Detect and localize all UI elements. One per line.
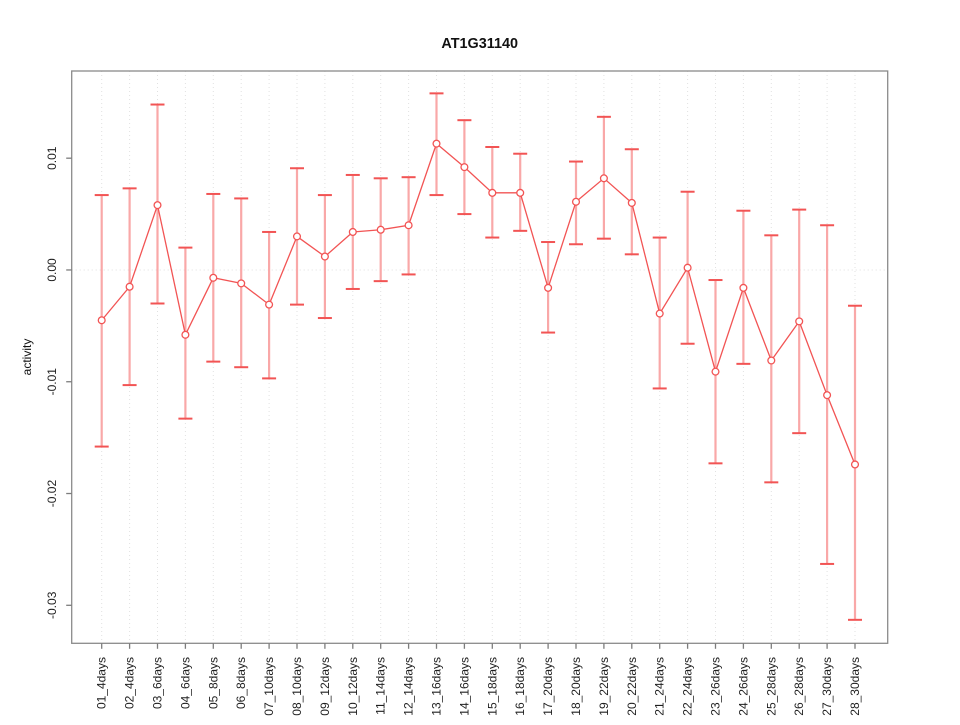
x-tick-label: 26_28days bbox=[792, 657, 806, 716]
x-tick-label: 09_12days bbox=[318, 657, 332, 716]
data-point bbox=[97, 316, 106, 325]
x-tick-label: 20_22days bbox=[625, 657, 639, 716]
x-tick-label: 24_26days bbox=[736, 657, 750, 716]
x-tick-label: 25_28days bbox=[764, 657, 778, 716]
data-point bbox=[739, 283, 748, 292]
data-point bbox=[432, 139, 441, 148]
x-tick-label: 21_24days bbox=[653, 657, 667, 716]
x-tick-label: 06_8days bbox=[234, 657, 248, 709]
x-tick-label: 03_6days bbox=[151, 657, 165, 709]
x-tick-label: 11_14days bbox=[374, 657, 388, 715]
y-axis: 0.01 0.00 -0.01 -0.02 -0.03 bbox=[45, 146, 72, 619]
gridlines bbox=[71, 71, 888, 644]
y-tick-label: -0.03 bbox=[45, 591, 59, 619]
x-tick-label: 14_16days bbox=[457, 657, 471, 716]
y-tick-label: -0.01 bbox=[45, 368, 59, 396]
x-tick-label: 15_18days bbox=[485, 657, 499, 716]
y-axis-label: activity bbox=[20, 339, 34, 376]
data-point bbox=[823, 391, 832, 400]
data-point bbox=[181, 330, 190, 339]
y-tick-label: 0.00 bbox=[45, 258, 59, 282]
data-point bbox=[571, 197, 581, 206]
data-point bbox=[376, 225, 385, 234]
x-tick-label: 27_30days bbox=[820, 657, 834, 716]
data-point bbox=[655, 309, 664, 318]
y-tick-label: 0.01 bbox=[45, 146, 59, 170]
data-point bbox=[488, 188, 497, 197]
x-tick-label: 19_22days bbox=[597, 657, 611, 716]
data-point bbox=[265, 300, 274, 309]
data-point bbox=[599, 174, 608, 183]
data-point bbox=[348, 227, 357, 237]
data-point bbox=[711, 367, 720, 376]
x-tick-label: 08_10days bbox=[290, 657, 304, 716]
chart-title: AT1G31140 bbox=[441, 36, 518, 52]
data-point bbox=[767, 356, 776, 365]
x-tick-label: 18_20days bbox=[569, 657, 583, 716]
error-bars bbox=[94, 92, 862, 621]
data-point bbox=[544, 283, 553, 292]
data-point bbox=[850, 460, 860, 469]
x-tick-label: 01_4days bbox=[95, 657, 109, 709]
data-point bbox=[320, 252, 329, 261]
x-tick-label: 12_14days bbox=[402, 657, 416, 716]
data-point bbox=[292, 232, 302, 241]
x-tick-label: 13_16days bbox=[430, 657, 444, 716]
x-axis: 01_4days 02_4days 03_6days 04_6days 05_8days… bbox=[95, 643, 862, 716]
plot-box bbox=[71, 70, 889, 644]
data-point bbox=[404, 221, 413, 230]
x-tick-label: 02_4days bbox=[123, 657, 137, 709]
data-point bbox=[460, 163, 469, 172]
x-tick-label: 17_20days bbox=[541, 657, 555, 716]
x-tick-label: 07_10days bbox=[262, 657, 276, 716]
data-point bbox=[125, 282, 134, 291]
x-tick-label: 16_18days bbox=[513, 657, 527, 716]
data-point bbox=[237, 279, 246, 288]
data-point bbox=[683, 263, 692, 272]
data-point bbox=[516, 188, 525, 197]
x-tick-label: 05_8days bbox=[206, 657, 220, 709]
x-tick-label: 28_30days bbox=[848, 657, 862, 716]
data-point bbox=[209, 273, 218, 282]
data-point bbox=[795, 317, 804, 326]
data-points bbox=[97, 139, 860, 469]
x-tick-label: 04_6days bbox=[178, 657, 192, 709]
series-line bbox=[101, 142, 856, 465]
x-tick-label: 10_12days bbox=[346, 657, 360, 716]
x-tick-label: 22_24days bbox=[681, 657, 695, 716]
x-tick-label: 23_26days bbox=[709, 657, 723, 716]
data-point bbox=[153, 201, 162, 210]
data-point bbox=[627, 198, 636, 207]
y-tick-label: -0.02 bbox=[45, 480, 59, 508]
